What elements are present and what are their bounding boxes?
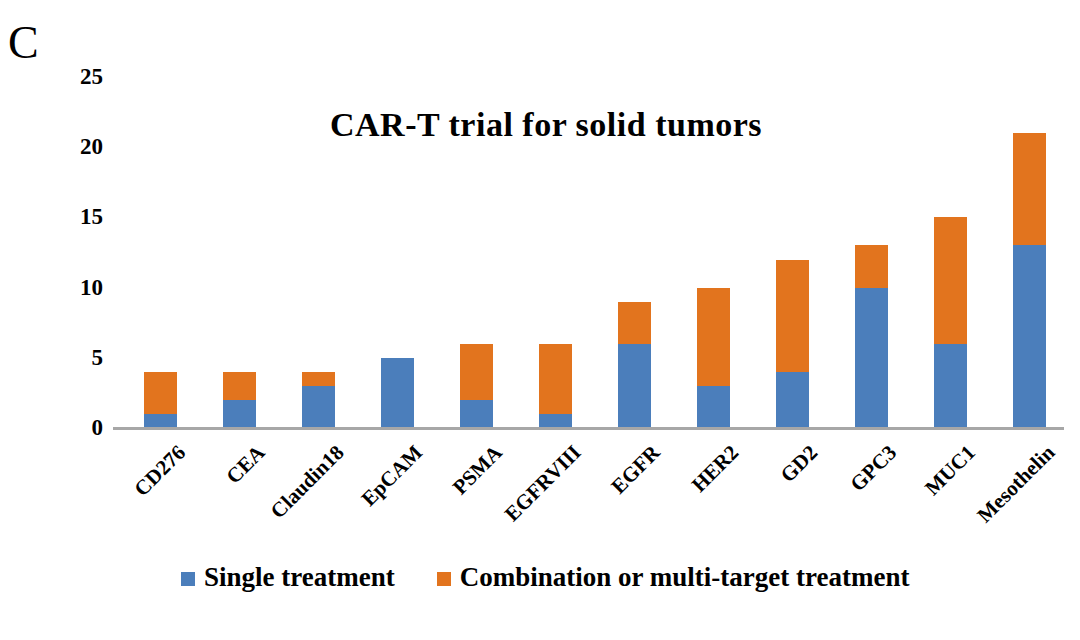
legend-label: Combination or multi-target treatment xyxy=(460,562,910,593)
bar-segment xyxy=(697,288,730,386)
figure-panel-c: C CAR-T trial for solid tumors 0 5 10 15 20 2… xyxy=(0,0,1080,640)
y-tick-label: 15 xyxy=(40,203,103,231)
legend-item: Combination or multi-target treatment xyxy=(437,562,910,593)
bar-segment xyxy=(618,344,651,428)
legend-swatch xyxy=(437,572,451,586)
bar-segment xyxy=(697,386,730,428)
x-tick-label: CD276 xyxy=(130,441,190,501)
y-tick-label: 0 xyxy=(40,414,103,442)
legend-label: Single treatment xyxy=(204,562,395,593)
y-tick-label: 5 xyxy=(40,344,103,372)
bar-segment xyxy=(144,414,177,428)
bar-segment xyxy=(776,260,809,372)
x-axis-line xyxy=(113,427,1064,430)
bar-segment xyxy=(223,400,256,428)
x-tick-label: HER2 xyxy=(687,441,743,497)
bar-segment xyxy=(934,217,967,343)
x-tick-label: GPC3 xyxy=(846,441,901,496)
x-tick-label: CEA xyxy=(222,441,270,489)
bar-segment xyxy=(776,372,809,428)
x-tick-label: EGFRVIII xyxy=(500,441,585,526)
bar-segment xyxy=(539,414,572,428)
bar-segment xyxy=(934,344,967,428)
x-tick-label: Claudin18 xyxy=(266,441,348,523)
bar-segment xyxy=(381,358,414,428)
bar-segment xyxy=(1013,245,1046,428)
bar-segment xyxy=(144,372,177,414)
y-tick-label: 20 xyxy=(40,133,103,161)
bar-segment xyxy=(302,386,335,428)
chart-title: CAR-T trial for solid tumors xyxy=(0,106,1080,144)
x-tick-label: GD2 xyxy=(776,441,822,487)
x-tick-label: EGFR xyxy=(607,441,665,499)
bar-segment xyxy=(539,344,572,414)
bar-segment xyxy=(855,245,888,287)
x-tick-label: MUC1 xyxy=(921,441,980,500)
bar-segment xyxy=(302,372,335,386)
bar-segment xyxy=(460,344,493,400)
bar-segment xyxy=(855,288,888,428)
legend-swatch xyxy=(181,572,195,586)
bar-segment xyxy=(223,372,256,400)
y-tick-label: 25 xyxy=(40,63,103,91)
y-tick-label: 10 xyxy=(40,274,103,302)
x-tick-label: EpCAM xyxy=(357,441,427,511)
bar-segment xyxy=(1013,133,1046,245)
legend-item: Single treatment xyxy=(181,562,395,593)
bar-segment xyxy=(618,302,651,344)
panel-label: C xyxy=(8,20,39,66)
legend: Single treatment Combination or multi-tar… xyxy=(181,562,909,593)
x-tick-label: PSMA xyxy=(448,441,506,499)
x-tick-label: Mesothelin xyxy=(973,441,1059,527)
bar-segment xyxy=(460,400,493,428)
